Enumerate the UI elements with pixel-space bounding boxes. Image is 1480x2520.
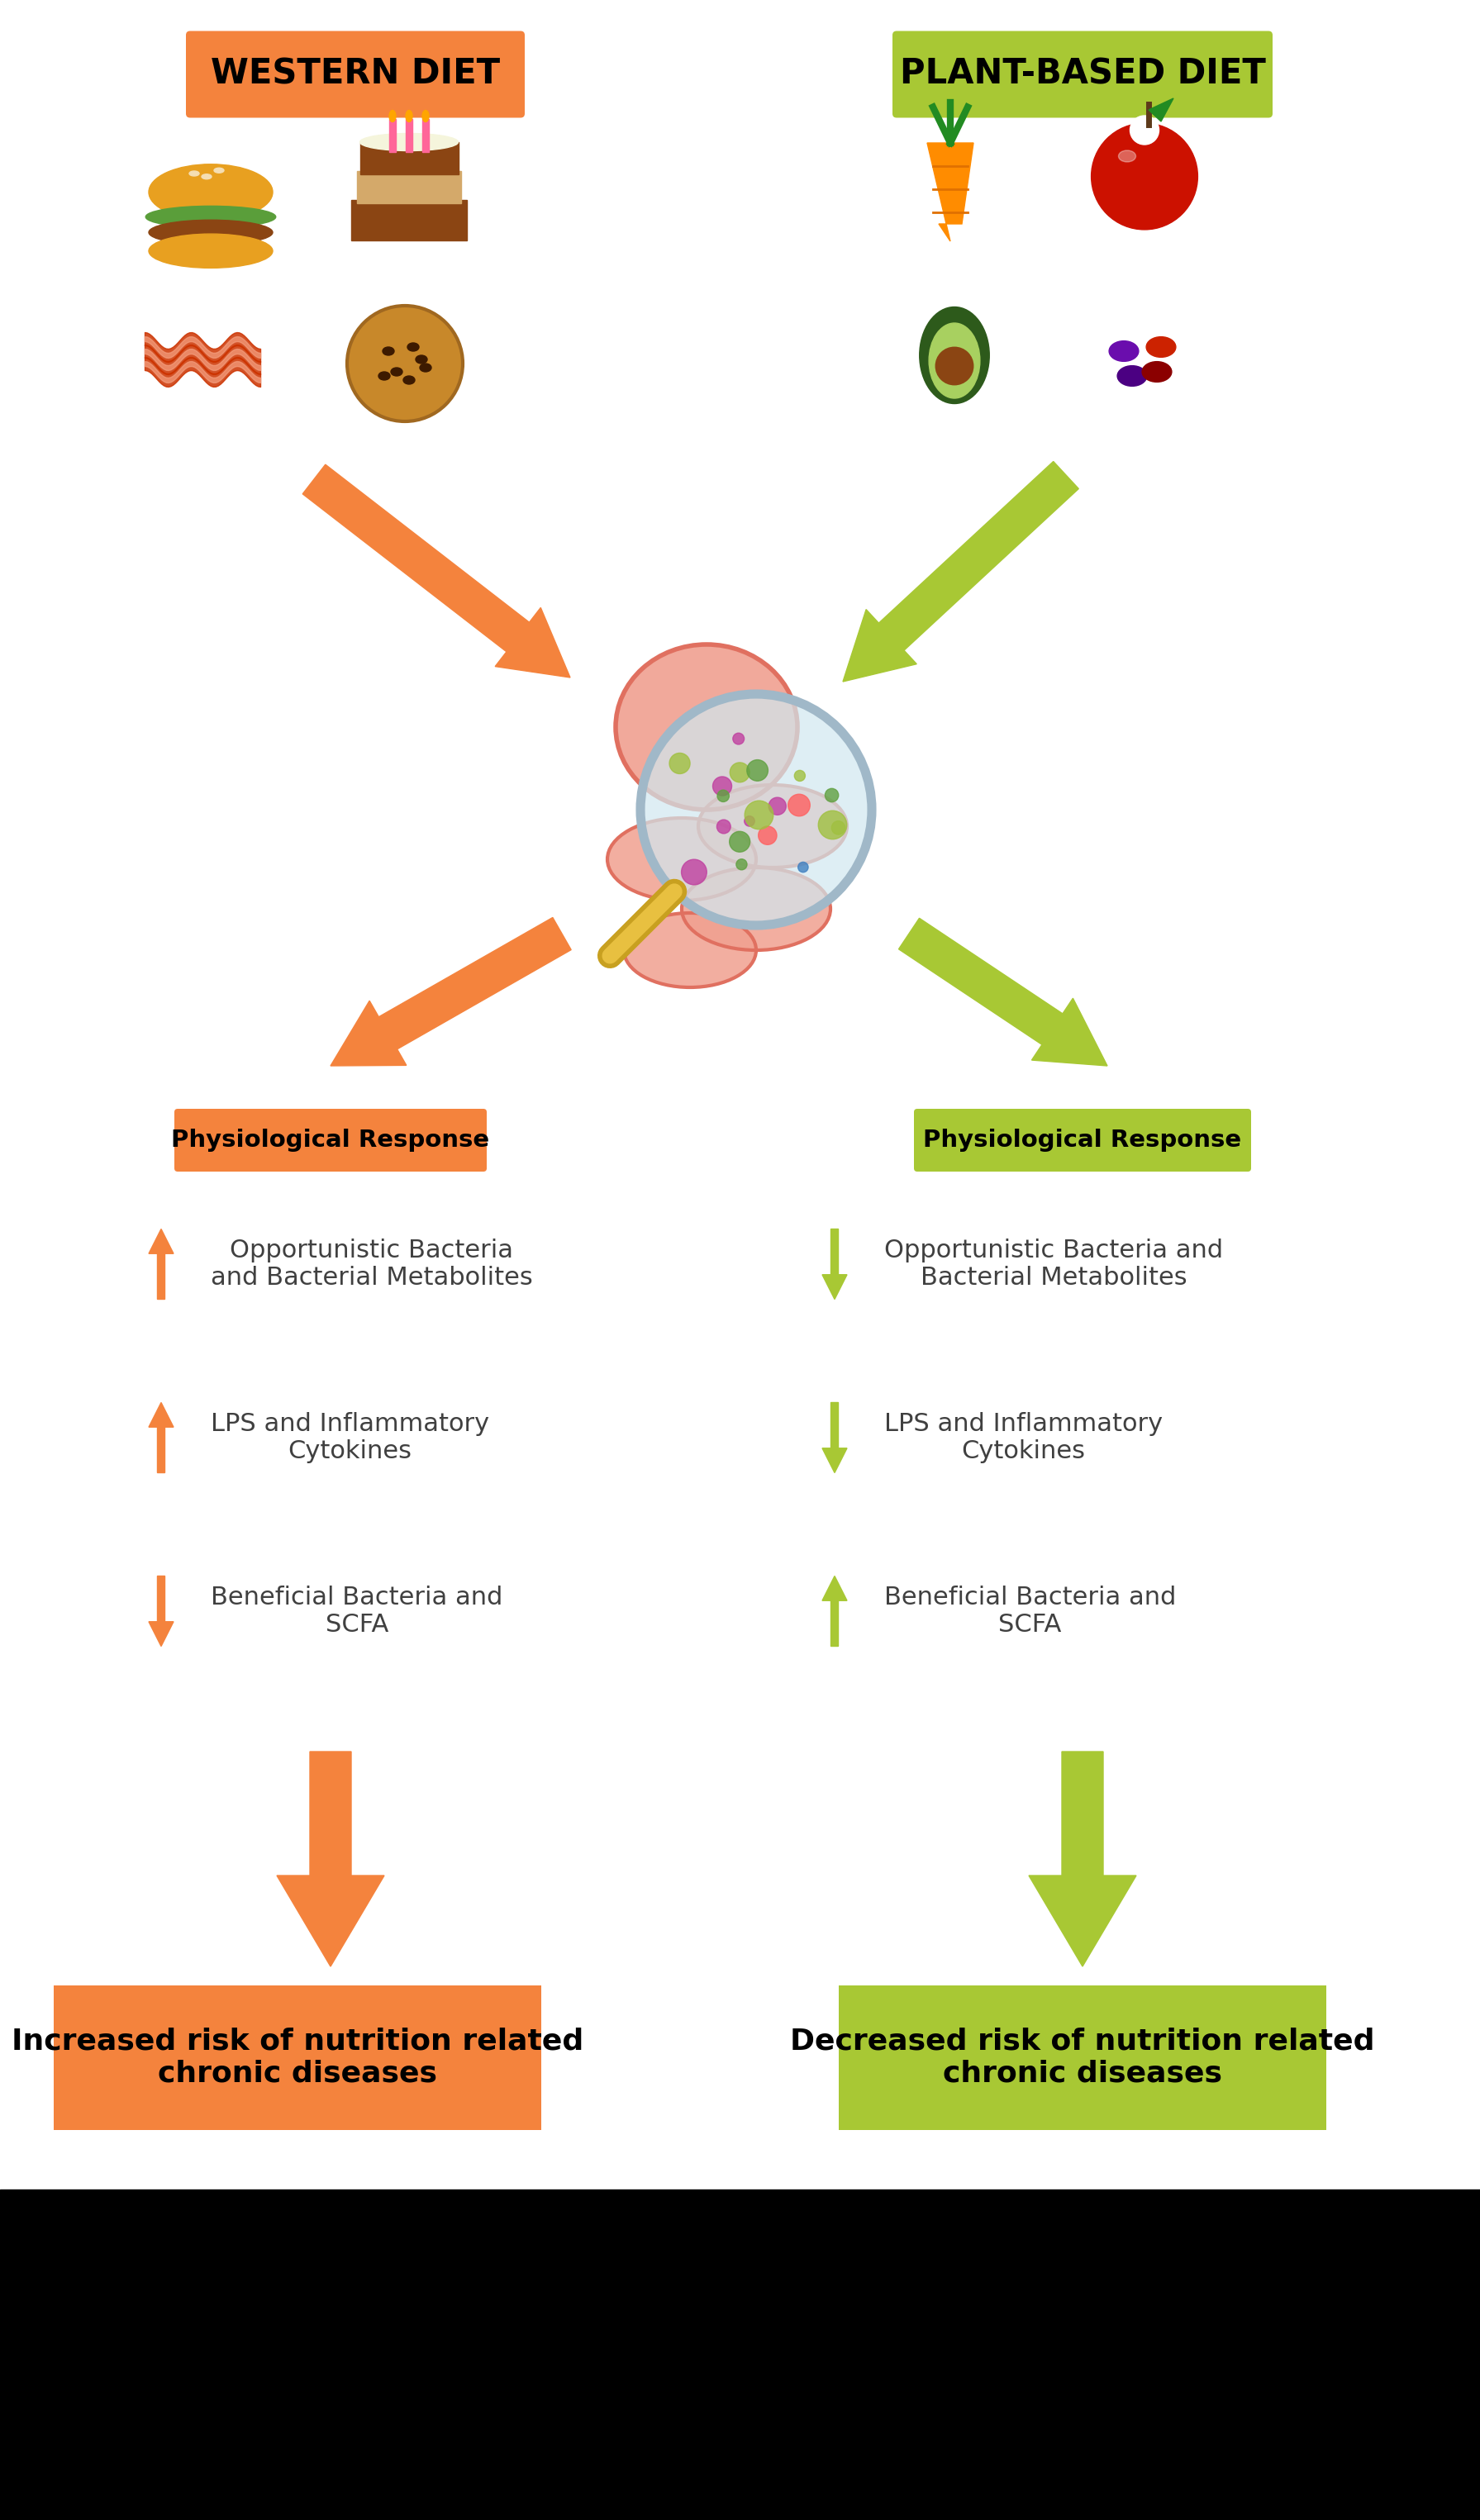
Circle shape: [747, 761, 768, 781]
Bar: [357, 171, 462, 202]
Bar: [839, 1986, 1326, 2129]
FancyArrow shape: [1029, 1751, 1137, 1966]
Text: Opportunistic Bacteria and
Bacterial Metabolites: Opportunistic Bacteria and Bacterial Met…: [884, 1237, 1222, 1290]
Bar: [0, 2190, 1480, 2520]
Circle shape: [733, 733, 744, 743]
Ellipse shape: [391, 368, 403, 375]
Ellipse shape: [379, 373, 391, 381]
Ellipse shape: [1117, 365, 1147, 386]
Circle shape: [669, 753, 690, 774]
FancyBboxPatch shape: [186, 30, 525, 118]
Ellipse shape: [929, 323, 980, 398]
Circle shape: [730, 832, 750, 852]
Circle shape: [681, 859, 707, 885]
Text: Decreased risk of nutrition related
chronic diseases: Decreased risk of nutrition related chro…: [790, 2026, 1375, 2087]
Text: Physiological Response: Physiological Response: [924, 1129, 1242, 1152]
Ellipse shape: [422, 111, 429, 121]
Circle shape: [736, 859, 747, 869]
Bar: [53, 1986, 542, 2129]
Text: LPS and Inflammatory
Cytokines: LPS and Inflammatory Cytokines: [210, 1411, 490, 1464]
Polygon shape: [1148, 98, 1174, 121]
Circle shape: [935, 348, 974, 386]
Ellipse shape: [149, 164, 272, 219]
FancyArrow shape: [149, 1230, 173, 1300]
Ellipse shape: [1146, 338, 1175, 358]
Polygon shape: [926, 144, 974, 242]
Ellipse shape: [420, 363, 431, 373]
Ellipse shape: [682, 867, 830, 950]
FancyArrow shape: [330, 917, 571, 1066]
Circle shape: [348, 305, 463, 421]
Text: Beneficial Bacteria and
SCFA: Beneficial Bacteria and SCFA: [884, 1585, 1177, 1638]
Ellipse shape: [145, 207, 275, 227]
Circle shape: [787, 794, 810, 816]
Bar: [351, 199, 466, 239]
Bar: [360, 141, 459, 174]
FancyBboxPatch shape: [915, 1109, 1251, 1172]
Bar: [389, 118, 395, 151]
Text: Beneficial Bacteria and
SCFA: Beneficial Bacteria and SCFA: [210, 1585, 503, 1638]
FancyArrow shape: [149, 1404, 173, 1472]
Text: Increased risk of nutrition related
chronic diseases: Increased risk of nutrition related chro…: [12, 2026, 583, 2087]
Ellipse shape: [1119, 151, 1135, 161]
Circle shape: [744, 801, 773, 829]
Text: PLANT-BASED DIET: PLANT-BASED DIET: [900, 58, 1265, 91]
FancyArrow shape: [823, 1575, 847, 1646]
Ellipse shape: [389, 111, 395, 121]
Circle shape: [832, 822, 845, 834]
Ellipse shape: [616, 645, 798, 809]
FancyArrow shape: [277, 1751, 385, 1966]
FancyArrow shape: [823, 1404, 847, 1472]
Circle shape: [1131, 116, 1159, 144]
Bar: [422, 118, 429, 151]
Circle shape: [716, 819, 731, 834]
Circle shape: [1091, 123, 1197, 229]
Circle shape: [795, 771, 805, 781]
Text: Opportunistic Bacteria
and Bacterial Metabolites: Opportunistic Bacteria and Bacterial Met…: [210, 1237, 533, 1290]
Ellipse shape: [189, 171, 200, 176]
FancyArrow shape: [149, 1575, 173, 1646]
Circle shape: [718, 789, 730, 801]
Circle shape: [768, 796, 786, 814]
Text: Physiological Response: Physiological Response: [172, 1129, 490, 1152]
Ellipse shape: [149, 234, 272, 267]
Ellipse shape: [625, 912, 756, 988]
Bar: [406, 118, 413, 151]
Ellipse shape: [699, 784, 847, 867]
Circle shape: [818, 811, 847, 839]
Ellipse shape: [149, 219, 272, 244]
Ellipse shape: [416, 355, 428, 363]
FancyArrow shape: [302, 464, 570, 678]
Circle shape: [798, 862, 808, 872]
Circle shape: [713, 776, 731, 796]
Circle shape: [744, 816, 755, 827]
Ellipse shape: [919, 307, 989, 403]
Circle shape: [758, 827, 777, 844]
Circle shape: [730, 764, 750, 781]
Ellipse shape: [407, 343, 419, 350]
FancyArrow shape: [844, 461, 1079, 680]
Ellipse shape: [215, 169, 223, 174]
Ellipse shape: [607, 819, 756, 900]
Ellipse shape: [360, 134, 459, 151]
Text: WESTERN DIET: WESTERN DIET: [210, 58, 500, 91]
Ellipse shape: [1109, 340, 1138, 360]
Ellipse shape: [383, 348, 394, 355]
FancyArrow shape: [823, 1230, 847, 1300]
FancyBboxPatch shape: [175, 1109, 487, 1172]
Ellipse shape: [1143, 360, 1172, 383]
Ellipse shape: [201, 174, 212, 179]
Ellipse shape: [403, 375, 414, 383]
FancyArrow shape: [898, 917, 1107, 1066]
FancyBboxPatch shape: [892, 30, 1273, 118]
Circle shape: [641, 693, 872, 925]
Circle shape: [824, 789, 839, 801]
Text: LPS and Inflammatory
Cytokines: LPS and Inflammatory Cytokines: [884, 1411, 1163, 1464]
Ellipse shape: [406, 111, 413, 121]
